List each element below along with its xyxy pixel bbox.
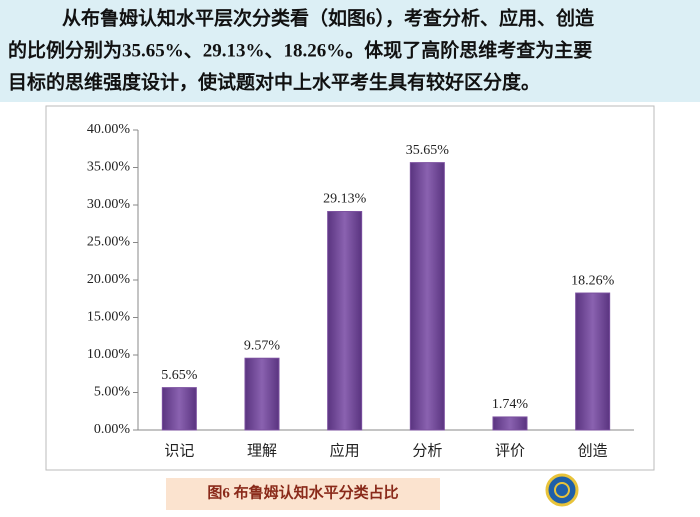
y-tick-label: 10.00%: [87, 347, 131, 362]
value-label: 35.65%: [406, 143, 450, 158]
value-label: 9.57%: [244, 338, 281, 353]
plot: 0.00% 5.00% 10.00% 15.00% 20.00% 25.00% 30.00%…: [87, 122, 634, 459]
bar: [327, 211, 363, 431]
caption-box: [166, 478, 440, 510]
x-tick-label: 评价: [495, 442, 525, 459]
y-tick-label: 20.00%: [87, 272, 131, 287]
y-tick-label: 30.00%: [87, 197, 131, 212]
value-label: 18.26%: [571, 273, 615, 288]
bar: [409, 162, 445, 431]
paragraph-line: 目标的思维强度设计，使试题对中上水平考生具有较好区分度。: [8, 70, 540, 93]
bar: [244, 357, 280, 431]
y-tick-label: 5.00%: [94, 385, 131, 400]
bar: [492, 416, 528, 431]
value-label: 29.13%: [323, 192, 367, 207]
bar: [575, 292, 611, 431]
value-label: 5.65%: [161, 368, 198, 383]
logo-inner: [554, 482, 570, 498]
y-tick-label: 15.00%: [87, 310, 131, 325]
bar: [161, 387, 197, 431]
y-tick-label: 35.00%: [87, 160, 131, 175]
x-tick-label: 识记: [164, 442, 194, 459]
x-tick-label: 分析: [412, 442, 442, 459]
paragraph-line: 的比例分别为35.65%、29.13%、18.26%。体现了高阶思维考查为主要: [8, 38, 592, 61]
value-label: 1.74%: [492, 397, 529, 412]
logo: [545, 473, 579, 507]
paragraph-line: 从布鲁姆认知水平层次分类看（如图6），考查分析、应用、创造: [62, 6, 595, 29]
paragraph-box: [0, 0, 700, 102]
x-tick-label: 创造: [578, 442, 608, 459]
y-tick-label: 25.00%: [87, 235, 131, 250]
y-tick-label: 40.00%: [87, 122, 131, 137]
x-tick-label: 理解: [247, 442, 277, 459]
caption: 图6 布鲁姆认知水平分类占比: [207, 483, 398, 501]
x-tick-label: 应用: [330, 441, 360, 459]
y-tick-label: 0.00%: [94, 422, 131, 437]
